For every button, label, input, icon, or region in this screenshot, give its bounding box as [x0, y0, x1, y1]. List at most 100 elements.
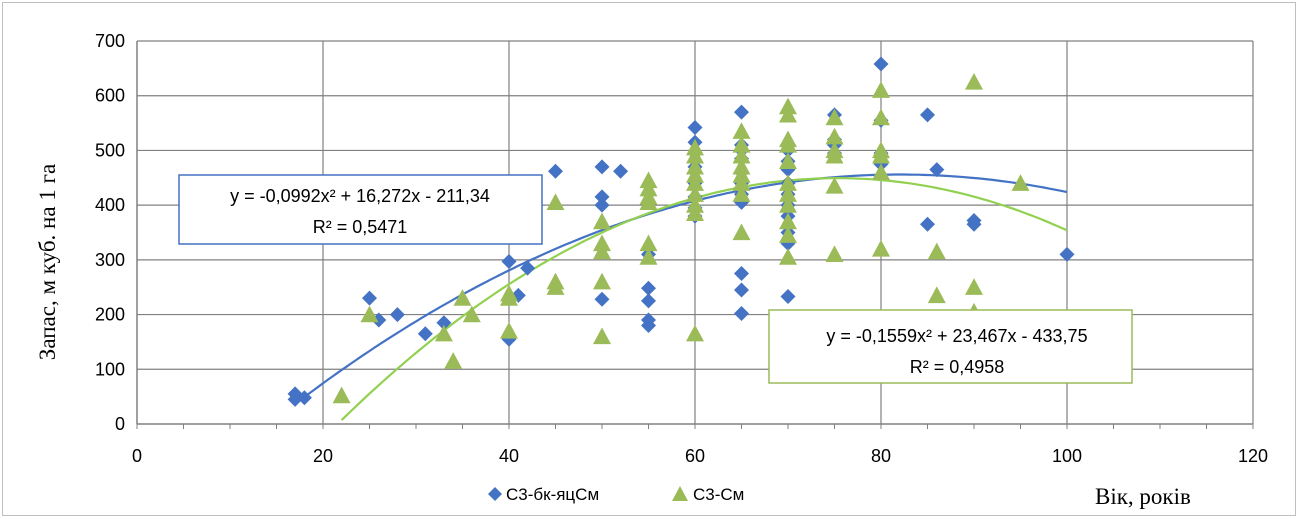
y-tick-label: 700	[95, 31, 125, 51]
data-point-series-1	[734, 104, 749, 120]
axes	[136, 41, 1254, 429]
data-point-series-2	[593, 272, 611, 290]
data-point-series-2	[732, 223, 751, 241]
data-point-series-1	[520, 260, 536, 276]
x-tick-label: 40	[499, 446, 519, 466]
data-point-series-1	[966, 216, 982, 232]
y-tick-label: 100	[95, 359, 125, 379]
legend-label-series-1: С3-бк-яцСм	[506, 485, 599, 504]
legend: С3-бк-яцСм С3-См	[488, 485, 744, 504]
equation-series-2: y = -0,1559x² + 23,467x - 433,75	[826, 326, 1087, 346]
data-point-series-2	[686, 204, 704, 221]
equation-series-1: y = -0,0992x² + 16,272x - 211,34	[230, 186, 490, 206]
data-point-series-2	[593, 242, 611, 260]
r-squared-series-1: R² = 0,5471	[313, 217, 408, 237]
data-point-series-2	[732, 122, 751, 139]
data-point-series-2	[732, 174, 751, 191]
data-point-series-1	[296, 390, 312, 406]
data-point-series-1	[548, 163, 563, 179]
data-point-series-1	[780, 289, 796, 305]
data-point-series-1	[1059, 246, 1075, 262]
x-tick-label: 80	[871, 446, 891, 466]
data-point-series-1	[734, 305, 749, 321]
trendline-series-2	[340, 177, 1068, 421]
data-point-series-2	[593, 212, 611, 230]
y-tick-label: 400	[95, 195, 125, 215]
data-point-series-2	[732, 146, 751, 164]
data-point-series-1	[641, 318, 656, 334]
data-point-series-2	[639, 193, 658, 211]
data-point-series-1	[873, 56, 889, 72]
data-point-series-2	[825, 176, 844, 194]
data-point-series-2	[360, 305, 379, 323]
x-tick-label: 120	[1238, 446, 1268, 466]
data-point-series-1	[417, 326, 433, 342]
data-point-series-2	[779, 174, 797, 191]
data-point-series-2	[872, 108, 890, 126]
y-tick-label: 200	[95, 305, 125, 325]
legend-label-series-2: С3-См	[693, 485, 744, 504]
data-point-series-2	[927, 286, 946, 304]
data-point-series-2	[732, 185, 751, 202]
data-point-series-1	[929, 162, 945, 178]
data-point-series-2	[1011, 174, 1030, 191]
data-point-series-2	[332, 386, 351, 404]
legend-marker-series-2	[672, 486, 688, 501]
data-point-series-1	[920, 216, 935, 232]
data-point-series-1	[362, 290, 377, 306]
tick-labels: 0 100 200 300 400 500 600 700 0 20 40 60 80 100 120	[95, 31, 1268, 466]
data-point-series-2	[462, 305, 481, 323]
data-point-series-1	[687, 119, 703, 135]
equation-box-series-1	[178, 174, 543, 245]
y-tick-label: 0	[115, 414, 125, 434]
x-tick-label: 0	[132, 446, 142, 466]
data-point-series-2	[825, 127, 844, 145]
data-point-series-1	[501, 253, 517, 269]
data-point-series-1	[734, 266, 749, 282]
data-point-series-2	[779, 248, 797, 265]
data-point-series-2	[732, 135, 751, 153]
data-point-series-2	[444, 352, 463, 369]
data-point-series-1	[287, 391, 303, 407]
x-tick-label: 60	[685, 446, 705, 466]
x-tick-label: 100	[1052, 446, 1082, 466]
data-point-series-2	[872, 163, 890, 180]
data-point-series-2	[825, 245, 844, 263]
data-point-series-2	[779, 152, 797, 170]
data-point-series-1	[641, 293, 656, 309]
equation-box-series-2	[768, 309, 1133, 384]
data-point-series-2	[453, 289, 472, 306]
data-point-series-2	[500, 321, 518, 339]
data-point-series-2	[686, 174, 704, 191]
data-point-series-2	[779, 196, 797, 213]
data-point-series-2	[965, 73, 983, 90]
data-point-series-1	[613, 163, 629, 179]
y-tick-label: 500	[95, 140, 125, 160]
y-tick-label: 300	[95, 250, 125, 270]
data-point-series-2	[686, 324, 704, 342]
data-point-series-2	[639, 234, 658, 252]
data-point-series-1	[734, 282, 749, 298]
data-point-series-2	[965, 278, 983, 295]
data-points	[287, 56, 1075, 407]
x-axis-label: Вік, років	[1095, 484, 1191, 509]
data-point-series-1	[641, 280, 656, 296]
data-point-series-2	[546, 278, 565, 295]
y-tick-label: 600	[95, 86, 125, 106]
data-point-series-1	[594, 291, 610, 307]
data-point-series-2	[872, 146, 890, 164]
x-tick-label: 20	[313, 446, 333, 466]
data-point-series-2	[639, 248, 658, 265]
data-point-series-2	[927, 242, 946, 260]
data-point-series-2	[779, 226, 797, 243]
data-point-series-1	[436, 315, 452, 331]
data-point-series-2	[434, 324, 453, 342]
legend-marker-series-1	[488, 487, 502, 501]
data-point-series-2	[686, 146, 704, 164]
data-point-series-2	[779, 185, 797, 202]
data-point-series-2	[825, 146, 844, 164]
data-point-series-1	[594, 189, 610, 205]
data-point-series-1	[594, 159, 610, 175]
